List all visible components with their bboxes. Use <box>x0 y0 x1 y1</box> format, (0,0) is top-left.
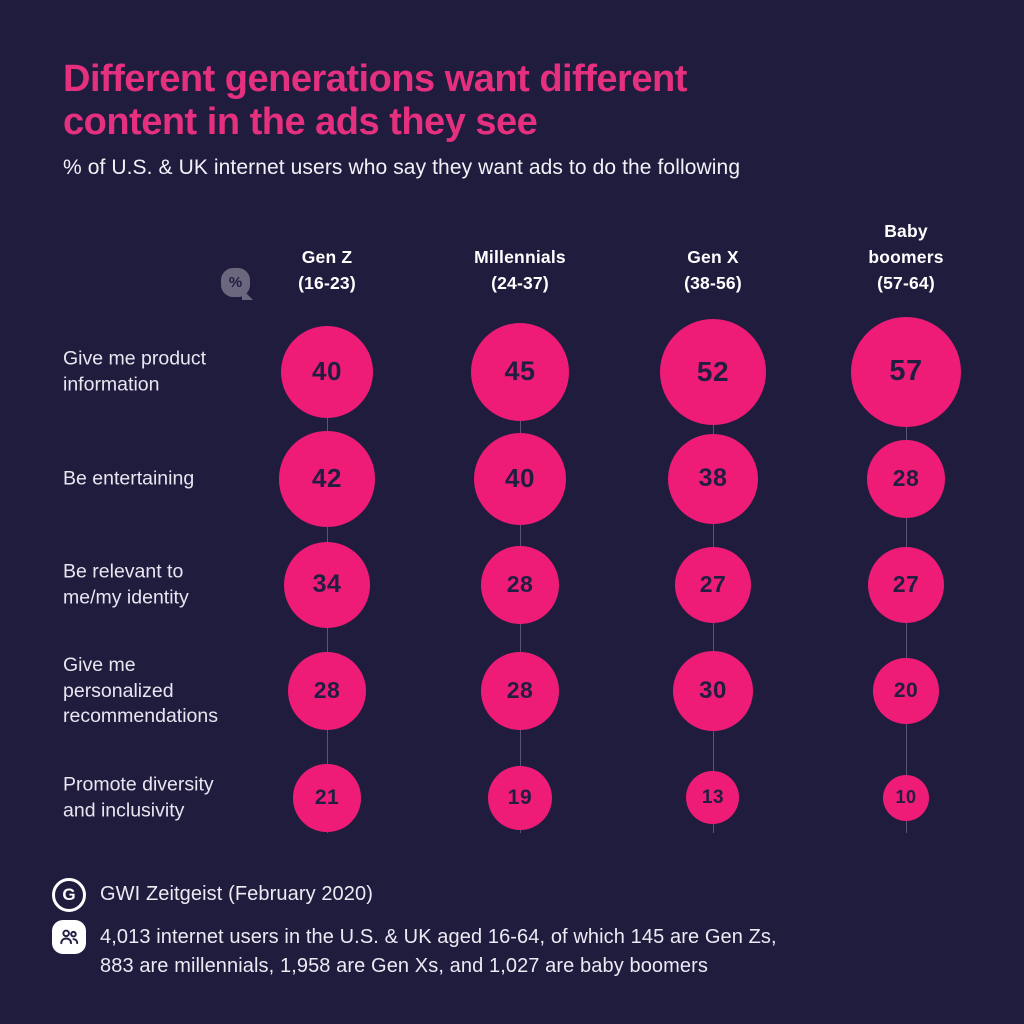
bubble-value: 27 <box>674 546 752 624</box>
percent-symbol: % <box>228 274 243 291</box>
source-text: GWI Zeitgeist (February 2020) <box>100 883 373 905</box>
sample-note-text: 4,013 internet users in the U.S. & UK ag… <box>100 926 777 977</box>
gwi-logo-letter: G <box>62 885 76 904</box>
page-title: Different generations want different con… <box>63 58 923 145</box>
row-label: Be entertaining <box>63 467 195 490</box>
column-header-gen-x: Gen X (38-56) <box>684 247 742 293</box>
bubble-value: 57 <box>850 316 962 428</box>
bubble-value: 20 <box>873 658 939 724</box>
column-header-millennials: Millennials (24-37) <box>474 247 566 293</box>
bubble-value: 13 <box>686 771 740 825</box>
bubble-value: 28 <box>481 546 559 624</box>
people-icon <box>52 920 86 954</box>
column-header-baby-boomers: Baby boomers (57-64) <box>868 221 944 293</box>
source-row: G GWI Zeitgeist (February 2020) <box>52 878 373 912</box>
sample-row: 4,013 internet users in the U.S. & UK ag… <box>52 920 777 981</box>
page-title-line2: content in the ads they see <box>63 101 538 144</box>
bubble-value: 45 <box>470 322 570 422</box>
bubble-value: 34 <box>284 542 370 628</box>
bubble-value: 40 <box>473 432 567 526</box>
row-label: Be relevant to me/my identity <box>63 560 189 609</box>
bubble-value: 28 <box>867 440 945 518</box>
bubble-value: 40 <box>280 325 374 419</box>
bubble-value: 21 <box>293 764 361 832</box>
bubble-value: 27 <box>867 546 945 624</box>
bubble-value: 10 <box>882 774 930 822</box>
bubble-value: 38 <box>667 433 759 525</box>
row-label: Promote diversity and inclusivity <box>63 773 214 822</box>
bubble-value: 28 <box>481 652 559 730</box>
bubble-value: 52 <box>659 318 766 425</box>
bubble-value: 42 <box>279 431 375 527</box>
bubble-value: 28 <box>288 652 366 730</box>
page-title-line1: Different generations want different <box>63 58 687 100</box>
page-subtitle: % of U.S. & UK internet users who say th… <box>63 156 741 179</box>
gwi-logo-icon: G <box>52 878 86 912</box>
column-header-gen-z: Gen Z (16-23) <box>298 247 356 293</box>
percent-speech-bubble-icon: % <box>221 268 253 300</box>
row-label: Give me personalized recommendations <box>63 653 218 727</box>
row-label: Give me product information <box>63 347 207 396</box>
people-icon-glyph <box>60 929 79 945</box>
bubble-value: 30 <box>672 650 754 732</box>
bubble-value: 19 <box>487 765 553 831</box>
